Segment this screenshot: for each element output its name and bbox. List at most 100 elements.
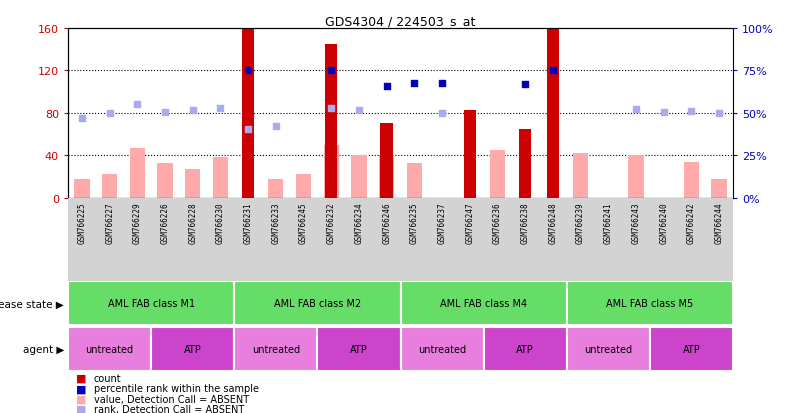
Text: GSM766241: GSM766241	[604, 202, 613, 244]
Text: GSM766234: GSM766234	[355, 202, 364, 244]
Bar	[484, 327, 567, 371]
Bar	[490, 151, 505, 198]
Text: GSM766247: GSM766247	[465, 202, 474, 244]
Bar	[317, 327, 400, 371]
Bar	[379, 156, 394, 198]
Point	[519, 82, 532, 88]
Text: ATP: ATP	[350, 344, 368, 354]
Point	[436, 110, 449, 117]
Bar	[400, 282, 567, 325]
Bar	[407, 163, 422, 198]
Bar	[324, 145, 339, 198]
Bar	[519, 129, 531, 198]
Text: rank, Detection Call = ABSENT: rank, Detection Call = ABSENT	[94, 404, 244, 413]
Text: GSM766238: GSM766238	[521, 202, 529, 244]
Bar	[464, 110, 476, 198]
Text: GSM766231: GSM766231	[244, 202, 252, 244]
Point	[352, 107, 365, 114]
Bar	[573, 154, 588, 198]
Point	[103, 110, 116, 117]
Point	[408, 81, 421, 87]
Text: GSM766226: GSM766226	[160, 202, 170, 244]
Text: agent ▶: agent ▶	[22, 344, 64, 354]
Bar	[352, 156, 367, 198]
Bar	[711, 179, 727, 198]
Text: AML FAB class M1: AML FAB class M1	[107, 299, 195, 309]
Text: GSM766225: GSM766225	[78, 202, 87, 244]
Point	[214, 105, 227, 112]
Text: untreated: untreated	[86, 344, 134, 354]
Bar	[628, 156, 643, 198]
Title: GDS4304 / 224503_s_at: GDS4304 / 224503_s_at	[325, 15, 476, 28]
Bar	[567, 327, 650, 371]
Bar	[650, 327, 733, 371]
Text: untreated: untreated	[584, 344, 632, 354]
Point	[630, 106, 642, 113]
Bar	[213, 158, 228, 198]
Text: count: count	[94, 373, 121, 383]
Point	[713, 110, 726, 117]
Text: GSM766233: GSM766233	[272, 202, 280, 244]
Text: GSM766248: GSM766248	[549, 202, 557, 244]
Text: GSM766246: GSM766246	[382, 202, 391, 244]
Point	[75, 116, 88, 122]
Text: AML FAB class M4: AML FAB class M4	[440, 299, 527, 309]
Bar	[130, 149, 145, 198]
Text: GSM766228: GSM766228	[188, 202, 197, 244]
Bar	[296, 175, 311, 198]
Point	[187, 107, 199, 114]
Text: disease state ▶: disease state ▶	[0, 299, 64, 309]
Text: GSM766235: GSM766235	[410, 202, 419, 244]
Point	[242, 126, 255, 133]
Bar	[242, 30, 255, 198]
Text: GSM766227: GSM766227	[105, 202, 114, 244]
Point	[131, 102, 143, 108]
Point	[159, 109, 171, 116]
Text: ■: ■	[76, 373, 87, 383]
Point	[325, 68, 338, 74]
Bar	[158, 163, 173, 198]
Text: GSM766243: GSM766243	[631, 202, 641, 244]
Text: percentile rank within the sample: percentile rank within the sample	[94, 383, 259, 393]
Bar	[68, 327, 151, 371]
Bar	[68, 282, 235, 325]
Text: GSM766232: GSM766232	[327, 202, 336, 244]
Text: AML FAB class M2: AML FAB class M2	[274, 299, 361, 309]
Bar	[185, 170, 200, 198]
Text: AML FAB class M5: AML FAB class M5	[606, 299, 694, 309]
Point	[325, 105, 338, 112]
Point	[546, 68, 559, 74]
Point	[658, 109, 670, 116]
Text: ■: ■	[76, 404, 87, 413]
Point	[242, 68, 255, 74]
Text: value, Detection Call = ABSENT: value, Detection Call = ABSENT	[94, 394, 249, 404]
Text: ■: ■	[76, 394, 87, 404]
Bar	[151, 327, 235, 371]
Text: GSM766242: GSM766242	[687, 202, 696, 244]
Text: GSM766229: GSM766229	[133, 202, 142, 244]
Bar	[325, 45, 337, 198]
Bar	[684, 162, 699, 198]
Bar	[380, 124, 392, 198]
Bar	[567, 282, 733, 325]
Text: GSM766245: GSM766245	[299, 202, 308, 244]
Bar	[235, 282, 400, 325]
Text: untreated: untreated	[252, 344, 300, 354]
Point	[436, 81, 449, 87]
Text: GSM766239: GSM766239	[576, 202, 585, 244]
Point	[380, 84, 393, 90]
Bar	[102, 175, 117, 198]
Text: GSM766230: GSM766230	[216, 202, 225, 244]
Text: GSM766237: GSM766237	[437, 202, 446, 244]
Text: GSM766240: GSM766240	[659, 202, 668, 244]
Text: ATP: ATP	[682, 344, 700, 354]
Bar	[546, 29, 559, 198]
Bar	[268, 179, 284, 198]
Text: GSM766244: GSM766244	[714, 202, 723, 244]
Point	[685, 108, 698, 115]
Bar	[235, 327, 317, 371]
Text: ATP: ATP	[184, 344, 202, 354]
Bar	[400, 327, 484, 371]
Text: ■: ■	[76, 383, 87, 393]
Point	[269, 123, 282, 130]
